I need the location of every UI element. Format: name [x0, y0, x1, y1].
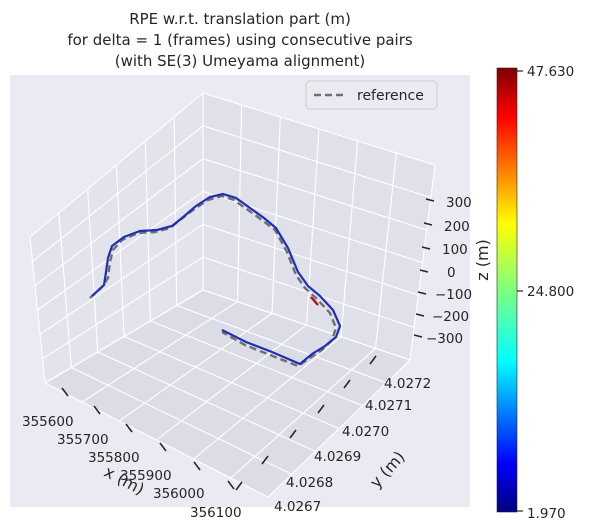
- grid-line: [202, 289, 411, 361]
- title-line-3: (with SE(3) Umeyama alignment): [115, 52, 366, 70]
- x-axis: 355600 355700 355800 355900 356000 35610…: [22, 387, 242, 521]
- y-tick-label: 4.0268: [286, 475, 333, 491]
- z-tick-mark: [419, 269, 429, 273]
- z-tick-label: −200: [432, 309, 469, 325]
- y-tick-label: 4.0270: [342, 424, 389, 440]
- high-error-segment: [310, 296, 319, 306]
- grid-line: [267, 359, 411, 498]
- grid-line: [202, 256, 415, 329]
- colorbar-gradient: [496, 67, 518, 513]
- x-tick-label: 356000: [153, 486, 205, 502]
- title-line-2: for delta = 1 (frames) using consecutive…: [67, 31, 413, 49]
- x-tick-mark: [93, 405, 101, 415]
- estimated-trajectory: [91, 192, 342, 366]
- z-tick-mark: [425, 198, 435, 202]
- z-tick-mark: [423, 222, 433, 226]
- y-tick-mark: [343, 379, 351, 389]
- z-axis-label: z (m): [473, 239, 492, 281]
- legend-reference-label: reference: [357, 88, 424, 104]
- colorbar-min-label: 1.970: [527, 506, 566, 522]
- z-tick-label: 100: [442, 242, 468, 258]
- grid-lines: [29, 92, 436, 498]
- y-tick-label: 4.0269: [314, 449, 361, 465]
- x-tick-mark: [125, 423, 133, 433]
- x-tick-label: 355600: [22, 414, 74, 430]
- z-tick-label: 200: [444, 219, 470, 235]
- grid-line: [42, 256, 204, 360]
- x-tick-mark: [159, 442, 167, 452]
- x-tick-label: 355700: [57, 432, 109, 448]
- y-tick-mark: [235, 481, 243, 491]
- grid-line: [44, 289, 204, 384]
- axes-3d: [10, 75, 470, 507]
- y-tick-label: 4.0271: [365, 398, 412, 414]
- chart-title: RPE w.r.t. translation part (m) for delt…: [67, 10, 413, 70]
- x-tick-mark: [61, 387, 69, 397]
- legend-box: [305, 80, 438, 110]
- z-tick-label: −100: [435, 287, 472, 303]
- z-tick-mark: [415, 313, 425, 317]
- colorbar-max-label: 47.630: [527, 64, 574, 80]
- x-tick-label: 356100: [190, 505, 242, 521]
- z-axis: 300 200 100 0 −100 −200 −300 z (m): [413, 195, 492, 347]
- x-tick-label: 355900: [120, 468, 172, 484]
- x-tick-mark: [227, 480, 235, 490]
- reference-trajectory: [89, 194, 338, 368]
- z-tick-label: −300: [426, 331, 463, 347]
- y-tick-label: 4.0272: [384, 376, 431, 392]
- z-tick-label: 0: [447, 265, 456, 281]
- colorbar: 47.630 24.800 1.970: [496, 64, 574, 522]
- x-tick-mark: [193, 461, 201, 471]
- y-tick-mark: [317, 404, 325, 414]
- x-tick-label: 355800: [88, 450, 140, 466]
- grid-line: [409, 164, 436, 361]
- y-tick-label: 4.0267: [274, 499, 321, 515]
- z-tick-mark: [413, 334, 423, 338]
- y-tick-mark: [289, 429, 297, 439]
- title-line-1: RPE w.r.t. translation part (m): [129, 10, 351, 28]
- z-tick-mark: [417, 291, 427, 295]
- y-tick-mark: [369, 355, 377, 365]
- legend: reference: [305, 80, 438, 110]
- colorbar-mid-label: 24.800: [527, 284, 574, 300]
- z-tick-mark: [421, 246, 431, 250]
- grid-line: [230, 347, 376, 479]
- pane-left: [30, 93, 203, 383]
- y-tick-mark: [261, 455, 269, 465]
- z-tick-label: 300: [446, 195, 472, 211]
- pane-back: [203, 93, 435, 360]
